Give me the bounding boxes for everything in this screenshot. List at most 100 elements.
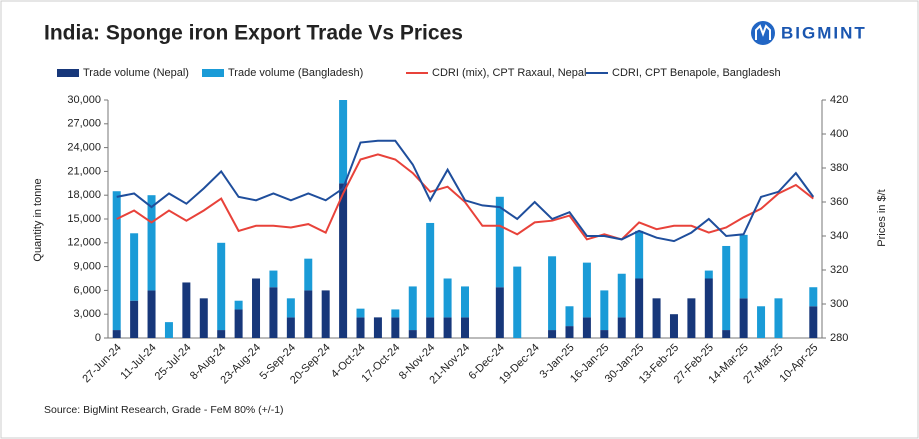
bar	[582, 262, 591, 318]
bar	[356, 317, 365, 338]
bar	[426, 317, 435, 338]
bar	[774, 298, 783, 338]
bar	[269, 270, 278, 288]
y-tick-label: 30,000	[67, 94, 101, 106]
bar	[339, 100, 348, 184]
bar	[199, 298, 208, 338]
bar	[635, 278, 644, 338]
x-tick-label: 10-Apr-25	[777, 342, 820, 385]
y2-tick-label: 300	[830, 298, 848, 310]
bar	[426, 222, 435, 318]
x-tick-label: 25-Jul-24	[153, 342, 194, 383]
bar	[565, 326, 574, 338]
y-tick-label: 18,000	[67, 189, 101, 201]
bar	[130, 233, 139, 301]
bar	[391, 317, 400, 338]
bar	[548, 330, 557, 338]
y-tick-label: 6,000	[73, 284, 101, 296]
x-tick-label: 17-Oct-24	[359, 342, 402, 385]
y-tick-label: 15,000	[67, 213, 101, 225]
legend-swatch	[57, 69, 79, 77]
bar	[408, 330, 417, 338]
y-tick-label: 21,000	[67, 165, 101, 177]
line	[116, 153, 814, 241]
x-tick-label: 11-Jul-24	[118, 342, 158, 382]
bar	[217, 242, 226, 331]
bar	[234, 300, 243, 310]
bar	[252, 278, 261, 338]
bar	[617, 317, 626, 338]
logo: BIGMINT	[751, 21, 867, 45]
bar	[112, 330, 121, 338]
bar	[600, 330, 609, 338]
y2-tick-label: 380	[830, 162, 848, 174]
bar	[112, 191, 121, 331]
bar	[809, 306, 818, 338]
logo-glyph	[755, 24, 771, 40]
bar	[461, 317, 469, 338]
bar	[269, 287, 278, 338]
legend-label: CDRI, CPT Benapole, Bangladesh	[612, 67, 781, 79]
bar	[704, 278, 713, 338]
bar	[739, 234, 748, 299]
bar	[687, 298, 696, 338]
legend-label: Trade volume (Bangladesh)	[228, 67, 363, 79]
bar	[548, 256, 557, 331]
bar	[757, 306, 766, 338]
bar	[130, 300, 139, 338]
bar	[739, 298, 748, 338]
bar	[321, 290, 330, 338]
legend-swatch	[202, 69, 224, 77]
bar	[443, 317, 452, 338]
y-tick-label: 12,000	[67, 237, 101, 249]
bar	[722, 245, 731, 331]
bar	[217, 330, 226, 338]
bar	[809, 287, 818, 307]
bar	[461, 286, 469, 318]
bar	[635, 230, 644, 279]
bar	[234, 309, 243, 338]
bar	[495, 196, 504, 288]
bar	[164, 322, 173, 338]
y2-tick-label: 420	[830, 94, 848, 106]
bar	[495, 287, 504, 338]
y-tick-label: 27,000	[67, 118, 101, 130]
bar	[652, 298, 661, 338]
bar	[304, 290, 313, 338]
bar	[356, 308, 365, 318]
bar	[513, 266, 522, 338]
y2-tick-label: 360	[830, 196, 848, 208]
bar	[443, 278, 452, 318]
bar	[339, 183, 348, 338]
bar	[565, 306, 574, 327]
bar	[182, 282, 191, 338]
bar	[408, 286, 417, 331]
y2-tick-label: 340	[830, 230, 848, 242]
bar	[391, 309, 400, 318]
y2-axis-label: Prices in $/t	[876, 189, 888, 246]
bar	[669, 314, 678, 338]
bar	[373, 317, 382, 338]
bar	[704, 270, 713, 279]
bar	[617, 273, 626, 318]
y2-tick-label: 280	[830, 332, 848, 344]
source: Source: BigMint Research, Grade - FeM 80…	[44, 404, 284, 416]
line	[116, 139, 815, 243]
y-tick-label: 3,000	[73, 308, 101, 320]
y-tick-label: 0	[95, 332, 101, 344]
y-axis-label: Quantity in tonne	[32, 178, 44, 261]
bar	[600, 290, 609, 331]
bar	[722, 330, 731, 338]
y2-tick-label: 400	[830, 128, 848, 140]
y-tick-label: 9,000	[73, 261, 101, 273]
brand: BIGMINT	[781, 23, 867, 42]
bar	[304, 258, 313, 291]
y2-tick-label: 320	[830, 264, 848, 276]
bar	[147, 290, 156, 338]
chart-title: India: Sponge iron Export Trade Vs Price…	[44, 22, 463, 45]
x-tick-label: 27-Jun-24	[80, 342, 124, 386]
bar	[286, 317, 295, 338]
legend-label: CDRI (mix), CPT Raxaul, Nepal	[432, 67, 586, 79]
